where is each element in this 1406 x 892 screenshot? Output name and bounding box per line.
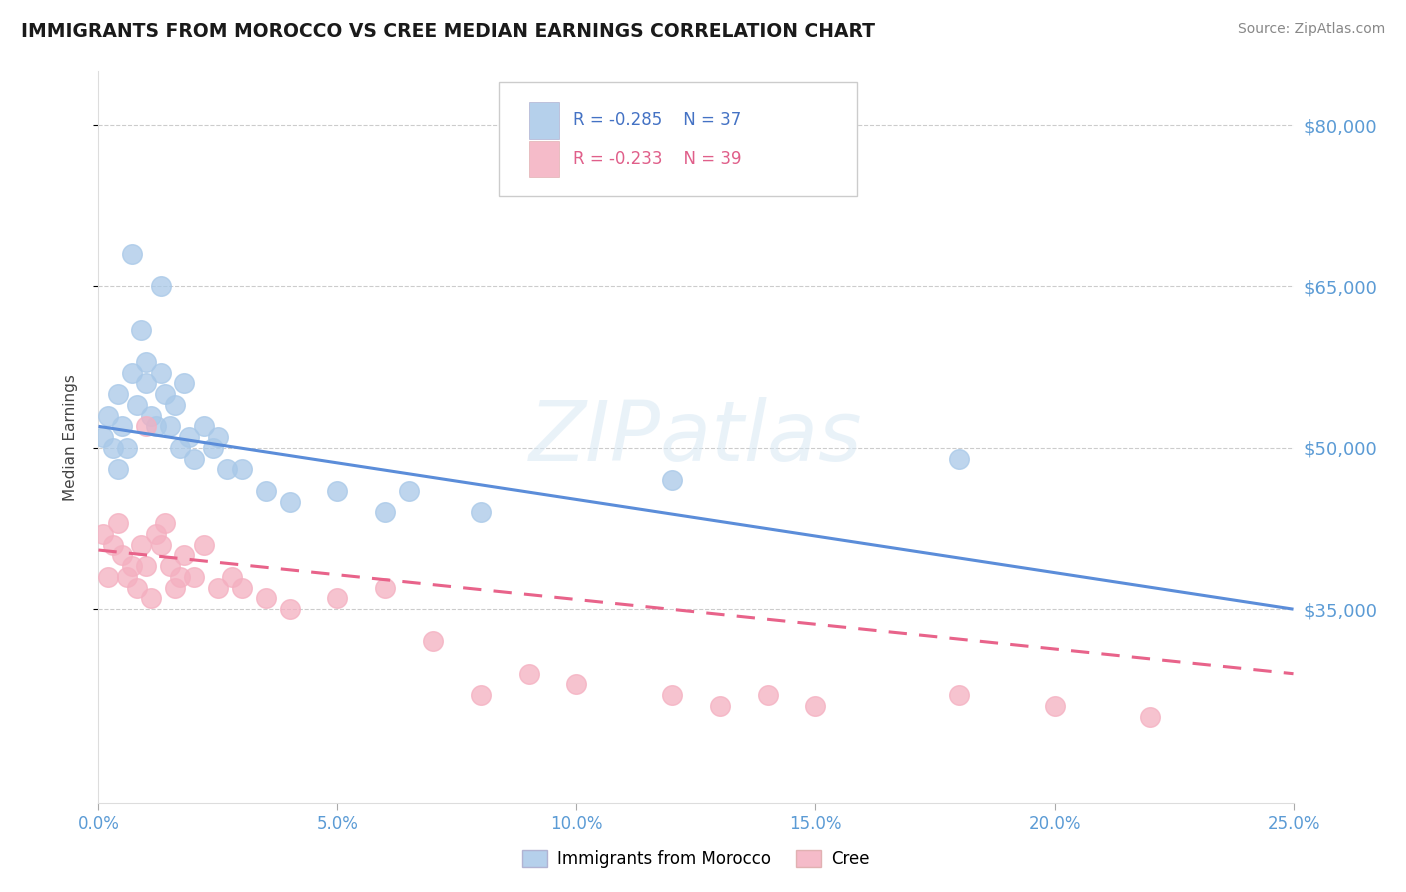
Point <box>115 441 138 455</box>
Point <box>149 279 172 293</box>
Point <box>159 559 181 574</box>
Point <box>254 591 277 606</box>
Point <box>115 570 138 584</box>
Point <box>155 387 177 401</box>
Point <box>804 698 827 713</box>
Point <box>217 462 239 476</box>
Point <box>1043 698 1066 713</box>
Y-axis label: Median Earnings: Median Earnings <box>63 374 77 500</box>
Point <box>91 527 114 541</box>
Point <box>97 409 120 423</box>
Point <box>183 570 205 584</box>
Point <box>948 688 970 702</box>
Point <box>1139 710 1161 724</box>
Point <box>139 409 162 423</box>
Point <box>135 419 157 434</box>
Point <box>231 581 253 595</box>
Point <box>173 549 195 563</box>
Point <box>193 419 215 434</box>
Point <box>661 688 683 702</box>
Point <box>145 527 167 541</box>
Point <box>107 516 129 530</box>
Point <box>125 581 148 595</box>
Point <box>121 247 143 261</box>
Point <box>107 462 129 476</box>
Point <box>121 559 143 574</box>
Point <box>163 398 186 412</box>
Point <box>326 591 349 606</box>
Point <box>173 376 195 391</box>
Point <box>202 441 225 455</box>
Point <box>183 451 205 466</box>
Point <box>149 366 172 380</box>
Point <box>111 419 134 434</box>
Point <box>207 581 229 595</box>
Point <box>121 366 143 380</box>
Text: ZIPatlas: ZIPatlas <box>529 397 863 477</box>
Point <box>207 430 229 444</box>
Point <box>135 376 157 391</box>
Point <box>278 494 301 508</box>
Point <box>470 688 492 702</box>
Bar <box>529 102 558 138</box>
FancyBboxPatch shape <box>499 82 858 195</box>
Point <box>398 483 420 498</box>
Point <box>470 505 492 519</box>
Point <box>326 483 349 498</box>
Text: Source: ZipAtlas.com: Source: ZipAtlas.com <box>1237 22 1385 37</box>
Point <box>155 516 177 530</box>
Point <box>948 451 970 466</box>
Point <box>169 570 191 584</box>
Point <box>145 419 167 434</box>
Point <box>661 473 683 487</box>
Point <box>517 666 540 681</box>
Legend: Immigrants from Morocco, Cree: Immigrants from Morocco, Cree <box>516 844 876 875</box>
Point <box>254 483 277 498</box>
Text: R = -0.233    N = 39: R = -0.233 N = 39 <box>572 150 741 168</box>
Point <box>91 430 114 444</box>
Point <box>135 559 157 574</box>
Point <box>231 462 253 476</box>
Point <box>131 538 153 552</box>
Text: IMMIGRANTS FROM MOROCCO VS CREE MEDIAN EARNINGS CORRELATION CHART: IMMIGRANTS FROM MOROCCO VS CREE MEDIAN E… <box>21 22 875 41</box>
Point <box>278 602 301 616</box>
Point <box>101 441 124 455</box>
Point <box>97 570 120 584</box>
Point <box>111 549 134 563</box>
Point <box>139 591 162 606</box>
Point <box>159 419 181 434</box>
Point <box>374 581 396 595</box>
Point <box>756 688 779 702</box>
Point <box>422 634 444 648</box>
Text: R = -0.285    N = 37: R = -0.285 N = 37 <box>572 112 741 129</box>
Point <box>107 387 129 401</box>
Point <box>163 581 186 595</box>
Point <box>374 505 396 519</box>
Point <box>221 570 243 584</box>
Point <box>101 538 124 552</box>
Point <box>179 430 201 444</box>
Point <box>193 538 215 552</box>
Point <box>135 355 157 369</box>
Bar <box>529 141 558 178</box>
Point <box>169 441 191 455</box>
Point <box>131 322 153 336</box>
Point <box>149 538 172 552</box>
Point <box>125 398 148 412</box>
Point <box>709 698 731 713</box>
Point <box>565 677 588 691</box>
